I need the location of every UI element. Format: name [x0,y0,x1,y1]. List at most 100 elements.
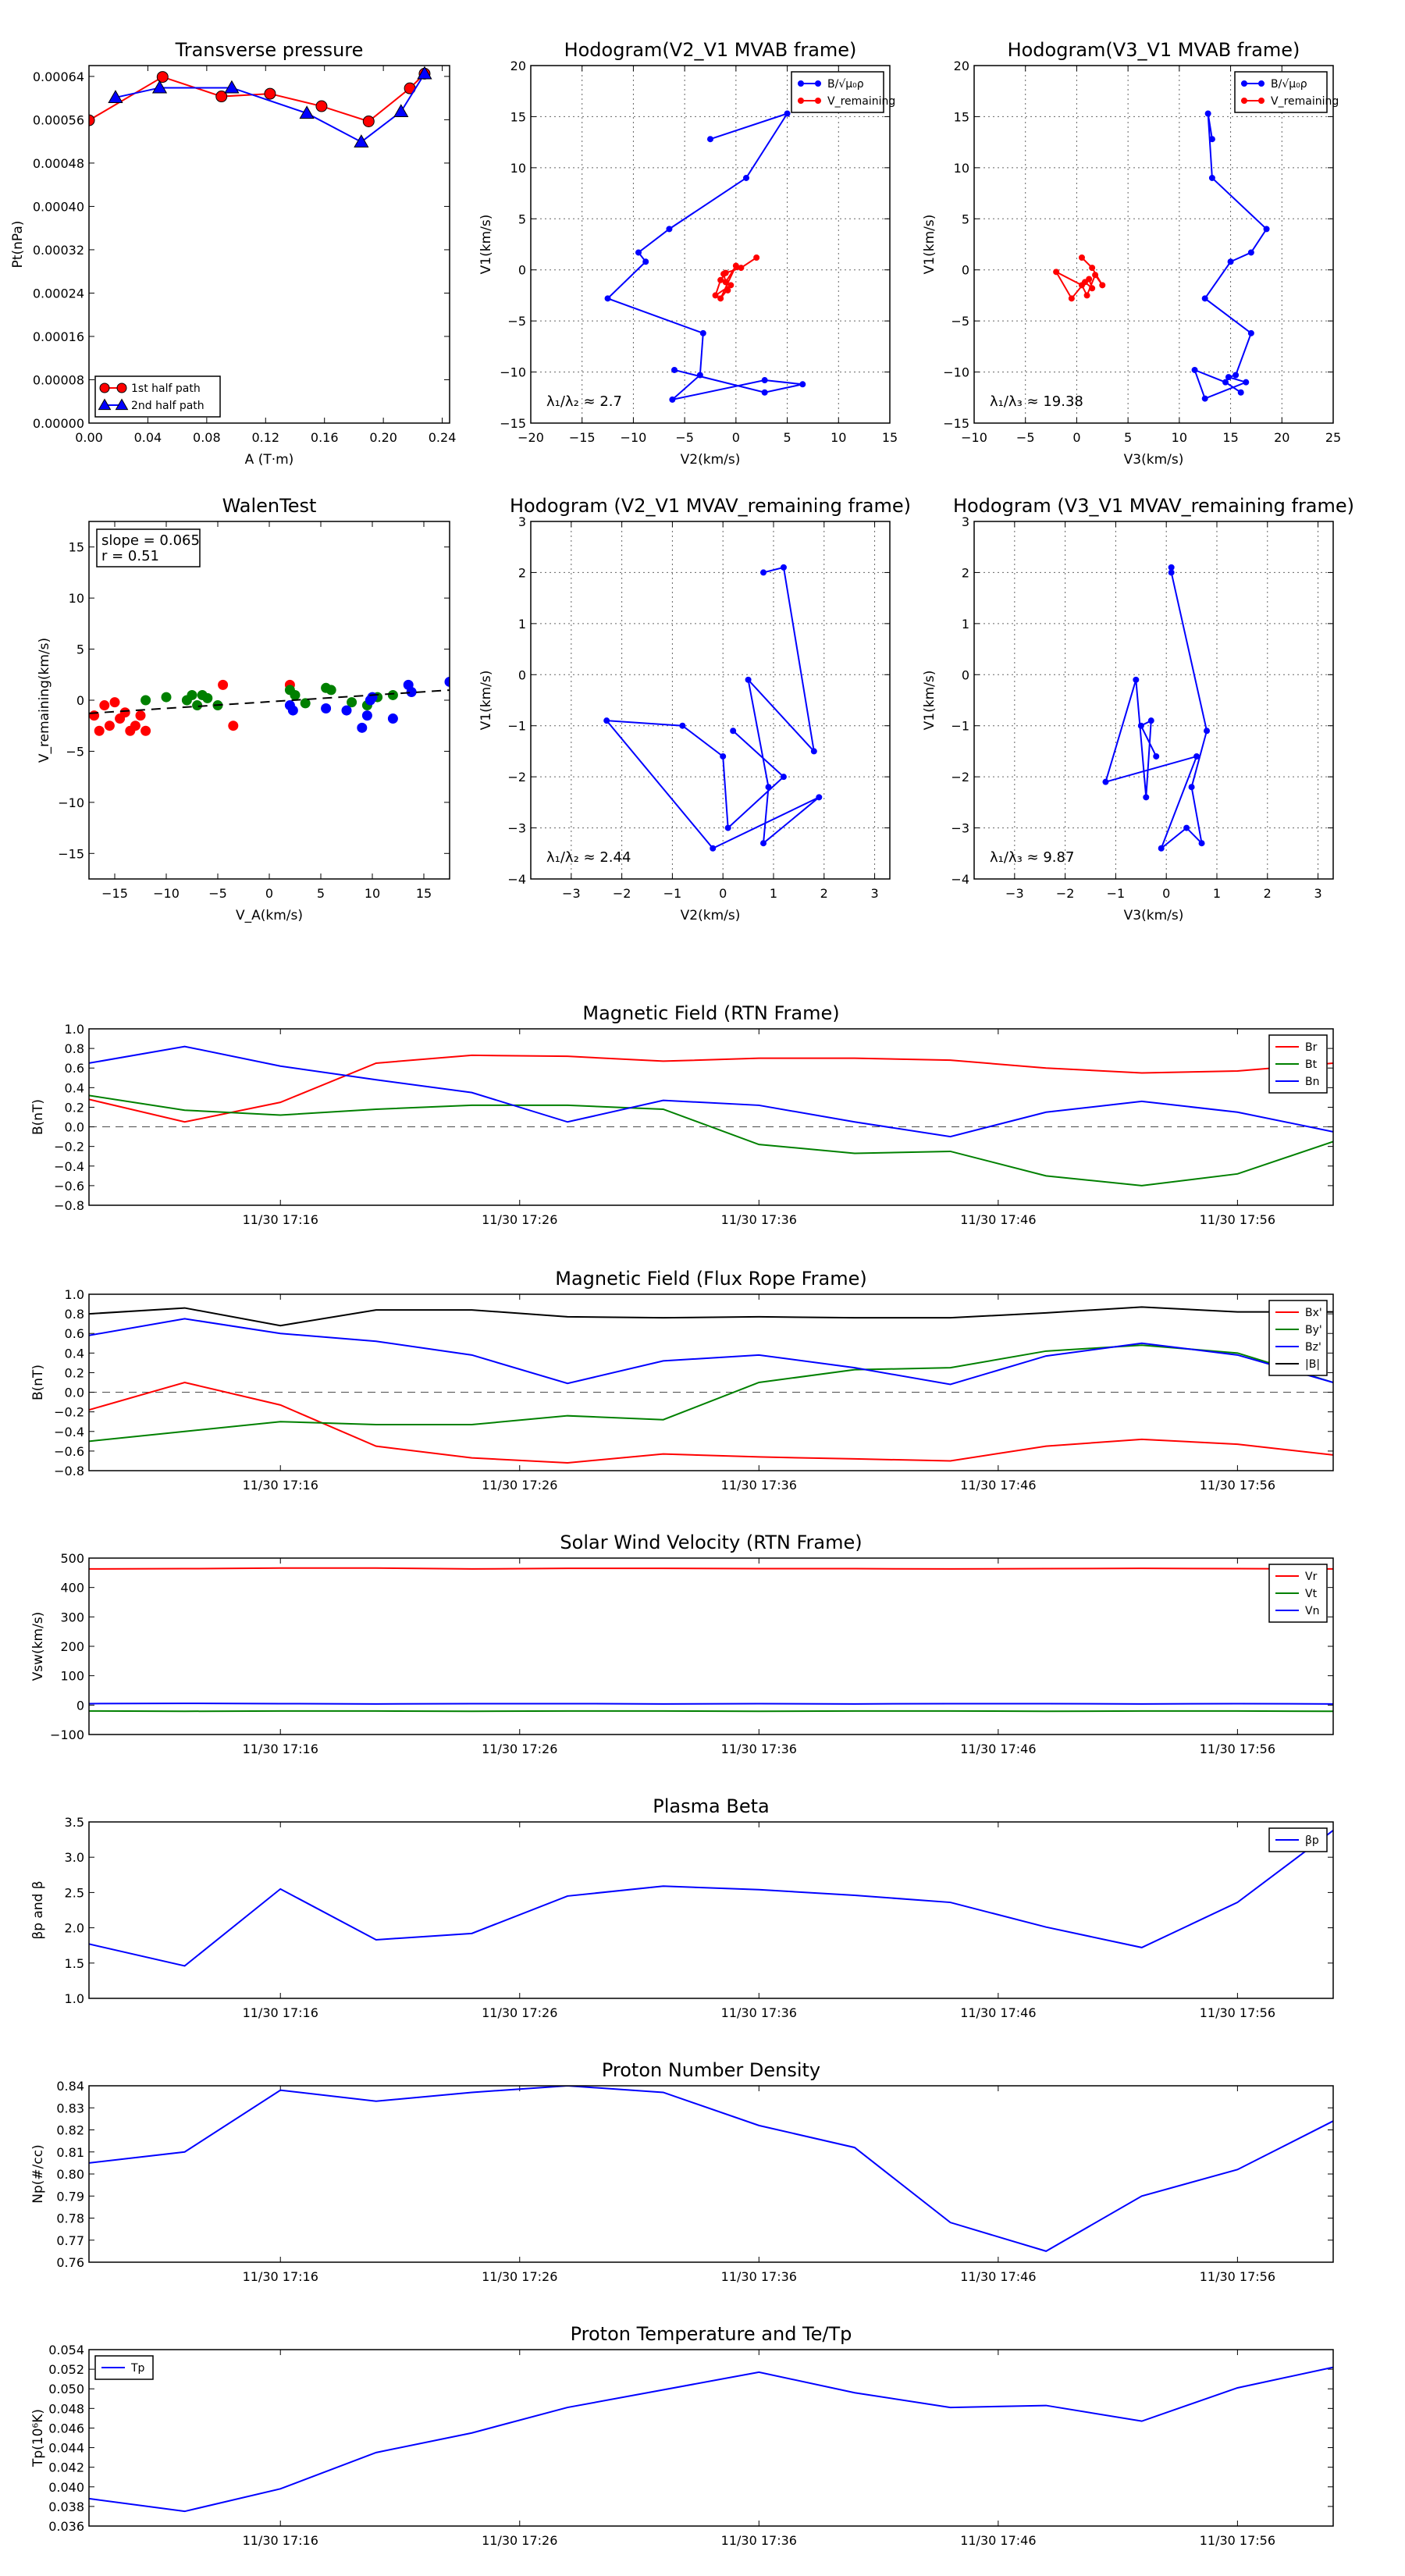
legend: 1st half path 2nd half path [94,375,221,418]
data-point [1133,676,1140,683]
data-point [699,329,706,336]
chart-vsw: Solar Wind Velocity (RTN Frame) −100 0 100 2… [30,1532,1334,1756]
legend-marker [798,80,804,87]
plot-area [1053,110,1270,402]
x-tick-label: 11/30 17:56 [1200,1742,1275,1756]
plot-area [89,1045,1333,1187]
data-point [603,717,610,724]
legend-label: B/√μ₀ρ [1271,78,1307,91]
legend-label: Bt [1305,1059,1318,1071]
legend-marker [98,398,112,411]
chart-title: Plasma Beta [653,1795,769,1817]
x-axis-label: V2(km/s) [681,908,741,923]
chart-np: Proton Number Density 0.76 0.77 0.78 0.79 0.8… [30,2059,1334,2284]
x-tick-label: 0.16 [311,430,339,445]
data-point [1188,784,1195,791]
y-tick-label: 0.044 [48,2441,84,2456]
data-point [417,66,432,80]
data-point [1198,840,1205,847]
plot-area [89,1830,1333,1967]
y-tick-label: 2 [962,565,969,580]
x-tick-label: 11/30 17:36 [721,2269,797,2284]
data-point [760,569,767,576]
y-tick-label: 20 [510,59,526,73]
y-tick-label: 300 [60,1610,84,1624]
data-point [94,725,105,736]
y-tick-label: −3 [507,821,526,836]
data-point [710,845,717,852]
series-line-vr [89,1567,1333,1570]
legend-marker [1241,80,1247,87]
y-tick-label: 1.0 [65,1991,84,2006]
plot-frame [530,65,891,424]
data-point [99,700,110,711]
series-line-by- [89,1344,1333,1443]
data-point [393,104,409,118]
x-tick-label: 11/30 17:56 [1200,1478,1275,1493]
y-axis-label: V1(km/s) [922,215,937,275]
y-tick-label: −0.8 [54,1464,84,1478]
chart-hodo1: Hodogram(V2_V1 MVAB frame) −15 −10 −5 0 5 10 15… [478,39,898,468]
legend-label: Br [1305,1041,1318,1054]
data-point [760,840,767,847]
series-line-br [89,1054,1333,1123]
chart-brtn: Magnetic Field (RTN Frame) −0.8 −0.6 −0.4 −0… [30,1002,1334,1227]
stats-line: slope = 0.065 [101,532,200,549]
data-point [264,87,276,100]
chart-title: Magnetic Field (RTN Frame) [582,1002,839,1024]
x-tick-label: 0.00 [75,430,103,445]
data-point [642,258,649,265]
legend-box [94,375,221,418]
data-point [361,710,372,721]
data-point [799,381,806,388]
data-point [1168,564,1175,571]
legend-label: Vn [1305,1605,1319,1617]
x-tick-label: 0 [265,886,273,901]
x-tick-label: −2 [613,886,631,901]
data-point [1201,295,1208,302]
data-point [1243,379,1250,386]
y-tick-label: 0.6 [65,1061,84,1076]
data-point [202,692,213,703]
y-axis-label: Vsw(km/s) [30,1612,46,1681]
legend-marker [115,398,129,411]
y-tick-label: −2 [507,770,526,785]
data-point [1208,136,1215,143]
data-point [1204,728,1211,735]
x-tick-label: 5 [317,886,325,901]
data-point [717,276,724,283]
x-tick-label: 3 [870,886,878,901]
fit-line [89,689,450,714]
plot-area [89,2366,1333,2513]
legend-label: Bz' [1305,1341,1321,1354]
y-tick-label: 0.00064 [33,69,84,84]
y-tick-label: 0.2 [65,1365,84,1380]
data-point [140,695,151,706]
y-tick-label: 15 [510,109,526,124]
data-point [1158,845,1165,852]
data-point [187,689,197,700]
data-point [1147,717,1154,724]
x-tick-label: 11/30 17:26 [482,2269,557,2284]
data-point [671,366,678,373]
data-point [140,725,151,736]
chart-hodo2: Hodogram(V3_V1 MVAB frame)−15−10−5051015… [922,39,1341,468]
legend-label: |B| [1305,1358,1320,1371]
legend-marker [1258,80,1264,87]
data-point [816,794,823,801]
plot-area [89,1567,1333,1713]
data-point [1208,174,1215,181]
data-point [669,396,676,403]
x-tick-label: 11/30 17:56 [1200,2269,1275,2284]
x-tick-label: −1 [663,886,682,901]
y-axis-label: V1(km/s) [478,671,494,731]
x-axis-label: V3(km/s) [1124,908,1184,923]
legend: Bx' By' Bz' |B| [1268,1300,1328,1376]
plot-area [1102,564,1211,852]
data-point [354,134,369,148]
y-tick-label: −0.2 [54,1140,84,1155]
data-point [156,71,169,84]
x-tick-label: −20 [518,430,544,445]
series-line-0 [1104,567,1208,851]
legend-box [1234,71,1328,113]
